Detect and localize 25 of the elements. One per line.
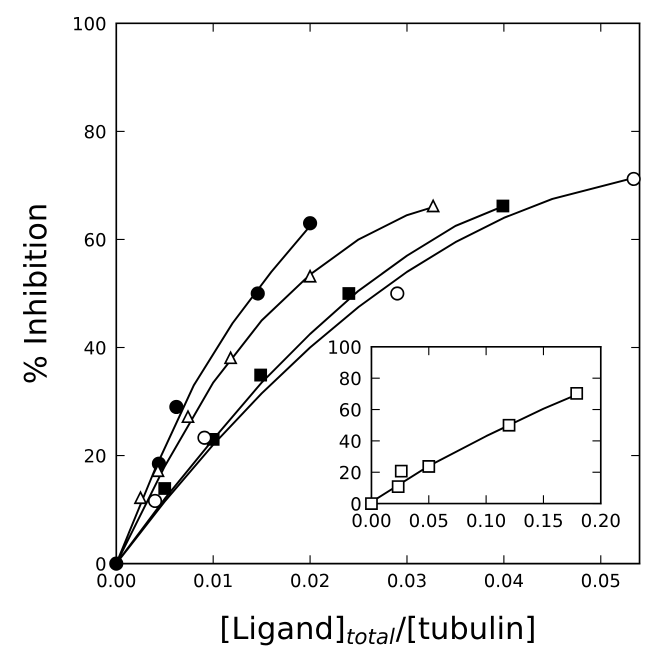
x-tick-label: 0.20 bbox=[582, 514, 620, 528]
y-axis-title: % Inhibition bbox=[23, 205, 47, 382]
x-tick-label: 0.02 bbox=[291, 574, 328, 588]
y-tick-label: 60 bbox=[84, 232, 106, 247]
x-tick-label: 0.05 bbox=[410, 514, 448, 528]
y-tick-label: 80 bbox=[84, 124, 106, 139]
x-tick-label: 0.05 bbox=[582, 574, 620, 588]
y-tick-label: 60 bbox=[340, 402, 361, 417]
x-tick-label: 0.00 bbox=[352, 514, 390, 528]
y-tick-label: 40 bbox=[340, 434, 361, 448]
x-axis-title: [Ligand]$_{total}$/[tubulin] bbox=[222, 616, 534, 646]
y-tick-label: 40 bbox=[84, 340, 106, 355]
y-tick-label: 80 bbox=[340, 372, 361, 386]
x-tick-label: 0.15 bbox=[524, 514, 562, 528]
x-tick-label: 0.10 bbox=[467, 514, 506, 528]
x-tick-label: 0.04 bbox=[484, 574, 523, 588]
y-tick-label: 20 bbox=[84, 449, 106, 463]
y-tick-label: 0 bbox=[351, 497, 361, 511]
y-tick-label: 20 bbox=[340, 466, 361, 480]
y-tick-label: 100 bbox=[329, 340, 361, 354]
x-tick-label: 0.03 bbox=[388, 574, 426, 588]
y-tick-label: 0 bbox=[96, 557, 106, 571]
y-tick-label: 100 bbox=[74, 16, 106, 30]
x-tick-label: 0.00 bbox=[97, 574, 136, 588]
x-tick-label: 0.01 bbox=[194, 574, 232, 588]
